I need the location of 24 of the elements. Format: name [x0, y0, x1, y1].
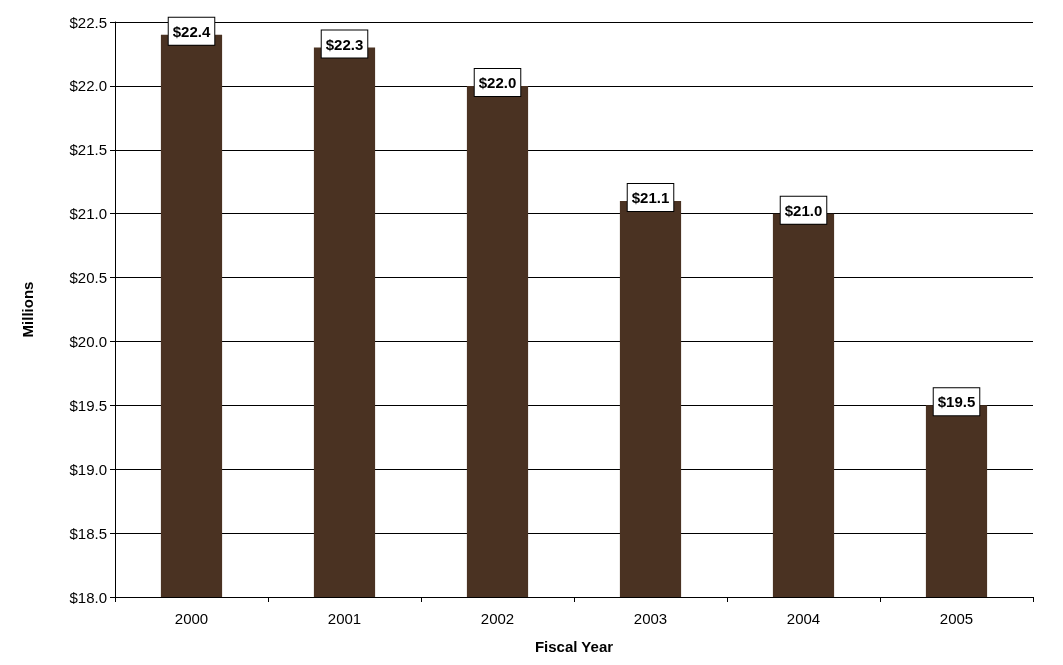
y-tick-label: $22.0 — [69, 77, 107, 95]
x-tick-label: 2005 — [939, 610, 974, 627]
x-tick-label: 2000 — [174, 610, 209, 627]
data-label: $22.4 — [172, 22, 211, 40]
y-tick-label: $18.5 — [69, 524, 107, 542]
y-tick-label: $19.0 — [69, 460, 107, 478]
y-tick-label: $21.5 — [69, 141, 107, 159]
data-label: $22.0 — [478, 73, 517, 91]
y-tick-label: $19.5 — [69, 396, 107, 414]
y-tick-label: $21.0 — [69, 205, 107, 223]
x-tick-label: 2004 — [786, 610, 821, 627]
x-axis-title: Fiscal Year — [534, 638, 614, 655]
x-tick-label: 2002 — [480, 610, 515, 627]
y-tick-label: $20.5 — [69, 269, 107, 287]
data-label: $19.5 — [937, 393, 976, 411]
data-label: $22.3 — [325, 35, 364, 53]
y-tick-label: $22.5 — [69, 13, 107, 31]
x-tick-label: 2003 — [633, 610, 668, 627]
data-label: $21.0 — [784, 201, 823, 219]
x-tick-label: 2001 — [327, 610, 362, 627]
y-tick-label: $20.0 — [69, 332, 107, 350]
y-axis-title: Millions — [19, 281, 36, 338]
data-label: $21.1 — [631, 188, 670, 206]
y-tick-label: $18.0 — [69, 588, 107, 606]
